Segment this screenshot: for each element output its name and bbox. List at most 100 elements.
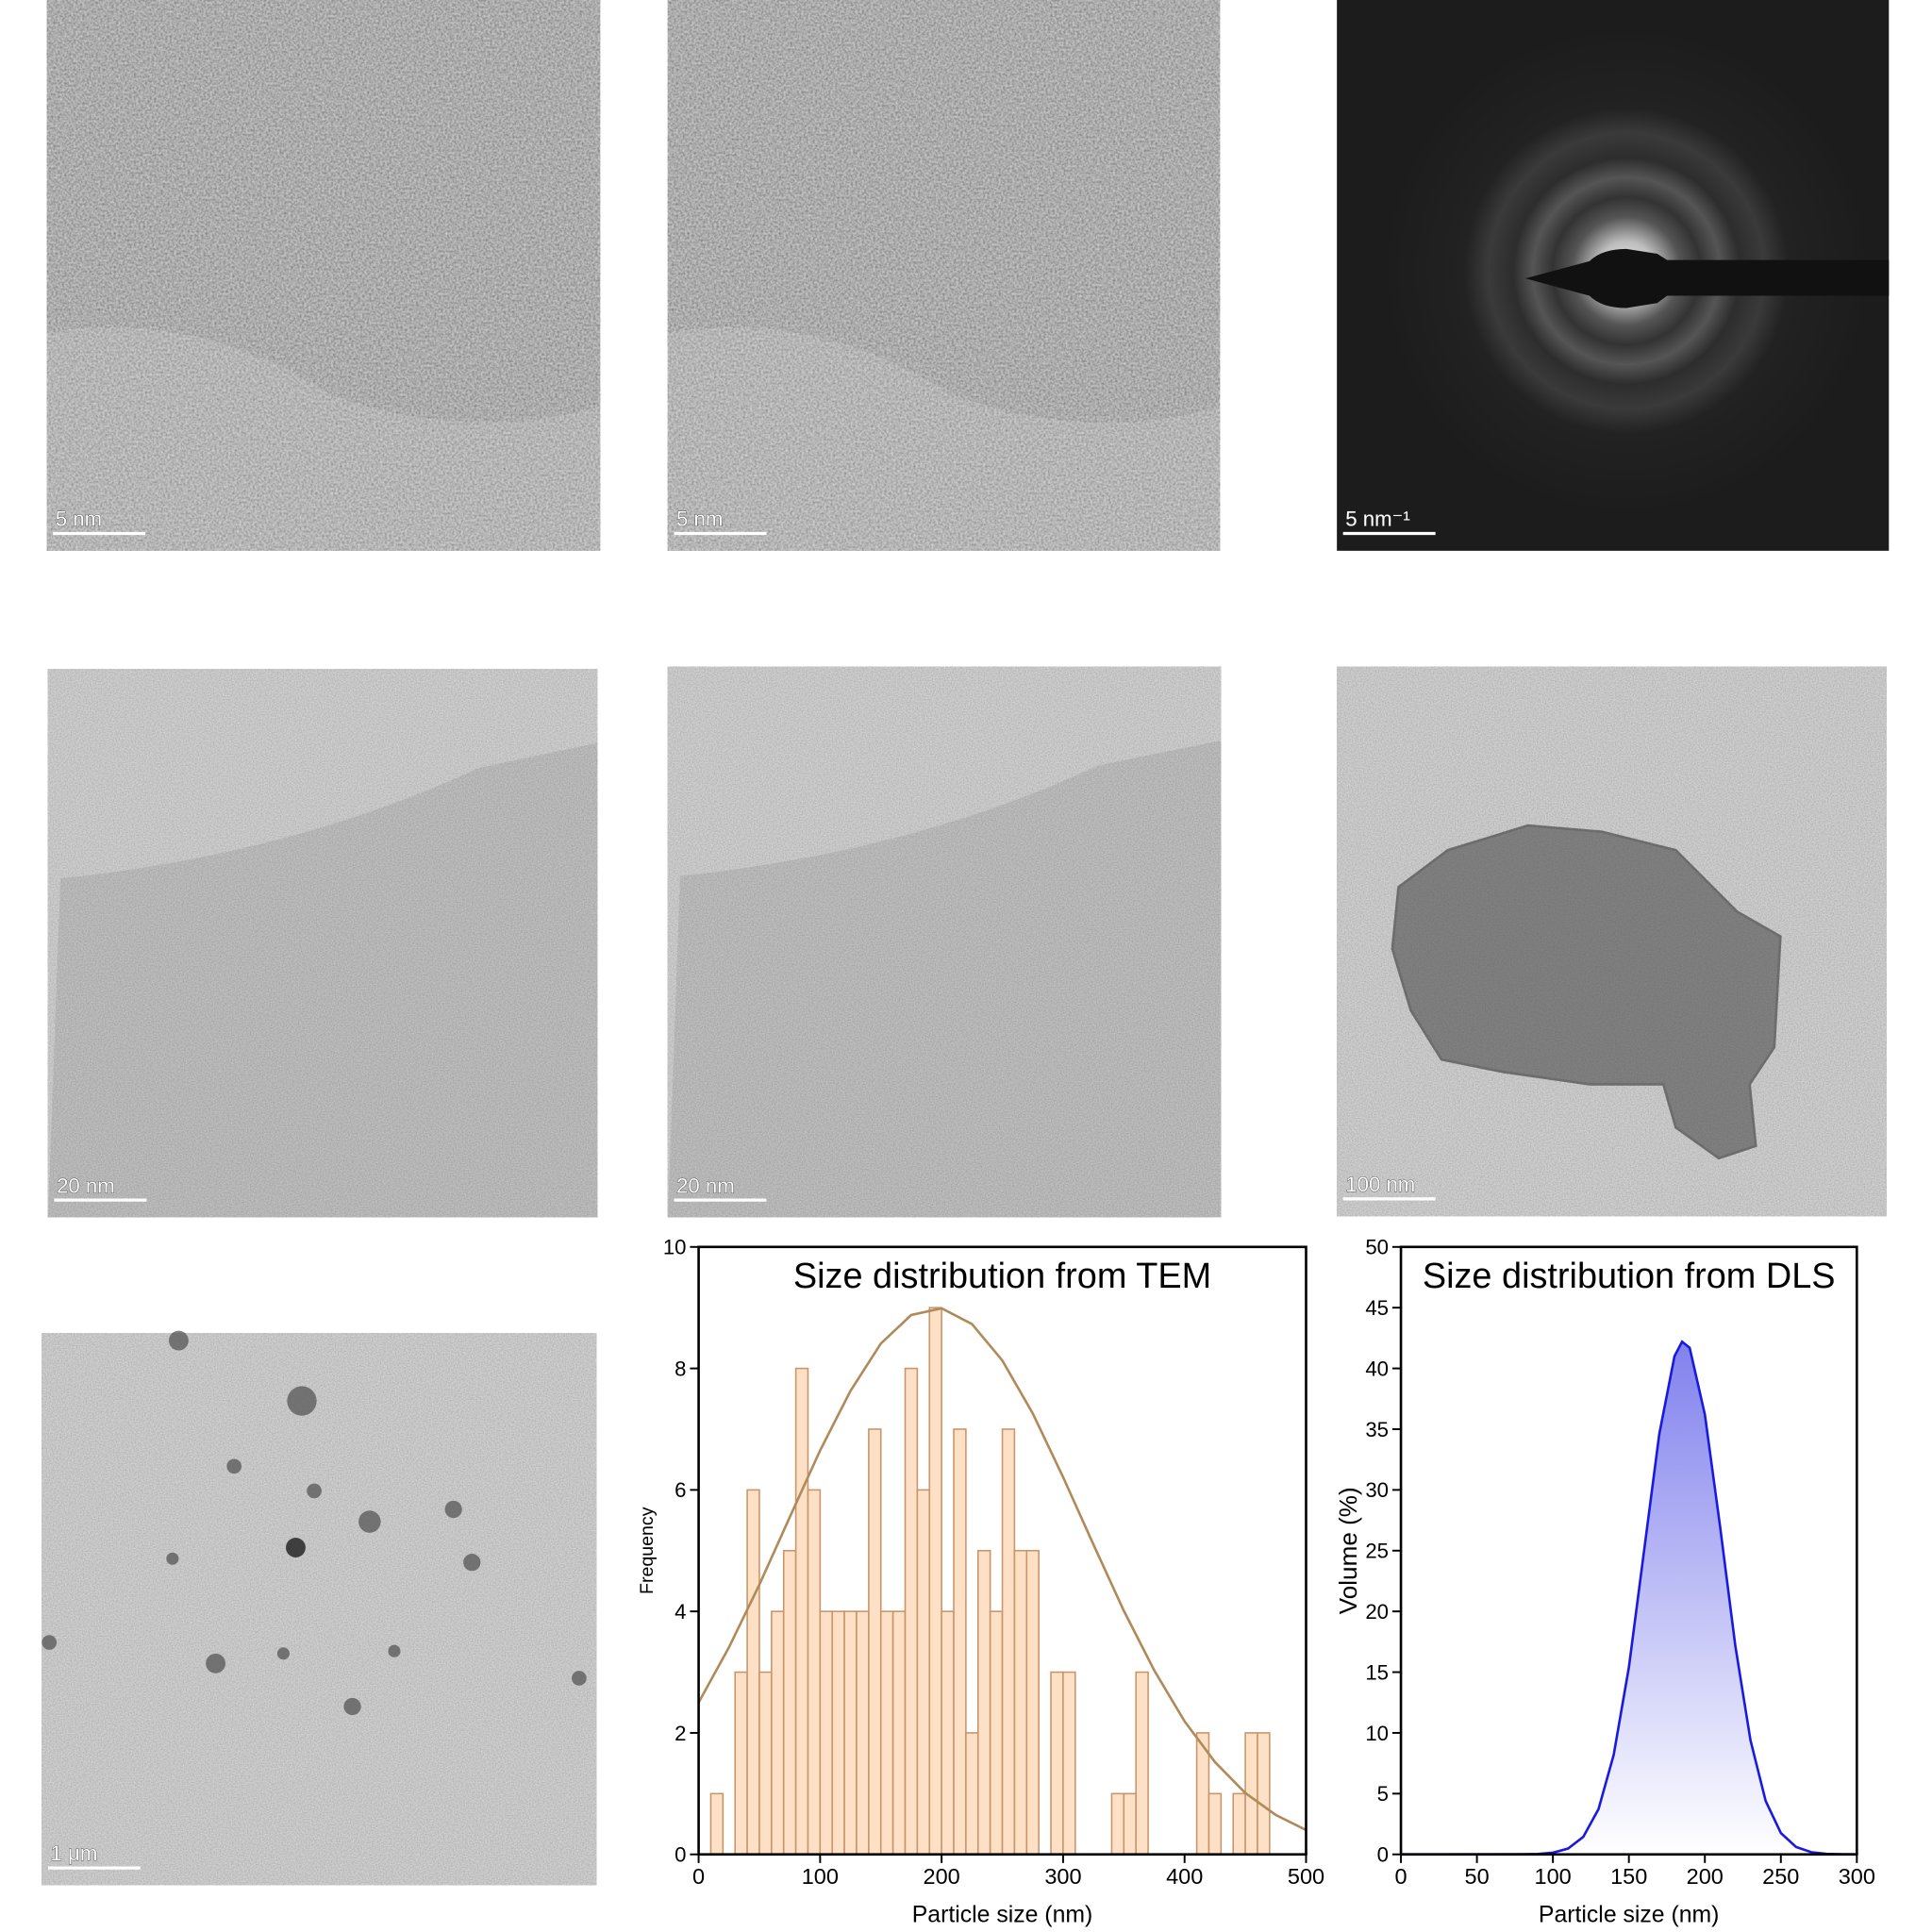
scale-bar-label: 20 nm — [676, 1174, 735, 1197]
y-tick-label: 15 — [1365, 1660, 1389, 1684]
y-tick-label: 30 — [1365, 1478, 1389, 1502]
particle — [166, 1552, 179, 1565]
micrograph: 5 nm — [667, 0, 1221, 551]
y-tick-label: 4 — [675, 1600, 686, 1624]
particle — [343, 1697, 361, 1716]
micrograph: 5 nm⁻¹ — [1337, 0, 1890, 551]
bar — [965, 1732, 979, 1856]
bar — [916, 1489, 931, 1856]
image-texture — [47, 669, 598, 1218]
x-tick-label: 200 — [924, 1864, 960, 1889]
fit-curve — [697, 1307, 1307, 1832]
image-texture — [667, 0, 1221, 551]
y-axis-label: Frequency — [637, 1507, 658, 1594]
image-texture — [42, 1333, 597, 1886]
y-tick-label: 25 — [1365, 1540, 1389, 1563]
bar — [831, 1610, 845, 1856]
bar — [758, 1671, 773, 1856]
y-tick-label: 0 — [675, 1843, 686, 1867]
x-tick-label: 500 — [1288, 1864, 1324, 1889]
y-tick-label: 10 — [663, 1236, 687, 1259]
bar — [1062, 1671, 1076, 1856]
scale-bar-label: 100 nm — [1345, 1173, 1415, 1196]
flake-edge — [47, 742, 598, 1218]
bar — [1013, 1549, 1028, 1856]
y-tick-label: 50 — [1365, 1236, 1389, 1259]
particle — [358, 1510, 381, 1533]
flake — [1391, 824, 1782, 1160]
x-tick-label: 100 — [802, 1864, 839, 1889]
y-tick-label: 8 — [675, 1357, 686, 1380]
bar — [953, 1428, 967, 1856]
particle — [286, 1538, 306, 1557]
y-tick-label: 35 — [1365, 1418, 1389, 1441]
bar — [856, 1610, 870, 1856]
plot-frame — [697, 1245, 1307, 1857]
bar — [941, 1610, 955, 1856]
micrograph: 5 nm — [46, 0, 601, 551]
bar — [1123, 1792, 1137, 1856]
particle — [572, 1671, 587, 1686]
bar — [1025, 1549, 1040, 1856]
y-tick-label: 0 — [1377, 1843, 1389, 1867]
particle — [206, 1653, 226, 1674]
chart: 0 50 100 150 200 250 300 0 5 10 15 20 25 30 35 40 45 50 Si… — [1334, 1236, 1875, 1928]
particle — [444, 1500, 462, 1519]
x-tick-label: 100 — [1535, 1864, 1572, 1889]
image-texture — [667, 666, 1222, 1218]
image-shade — [46, 0, 601, 551]
y-tick-label: 5 — [1377, 1782, 1389, 1806]
scale-bar-label: 5 nm — [56, 508, 102, 531]
y-tick-label: 40 — [1365, 1357, 1389, 1380]
particle — [388, 1644, 401, 1657]
support-film — [667, 326, 1221, 551]
particle — [307, 1483, 322, 1499]
bar — [734, 1671, 748, 1856]
x-tick-label: 0 — [692, 1864, 705, 1889]
y-tick-label: 6 — [675, 1478, 686, 1502]
y-axis-label: Volume (%) — [1334, 1487, 1362, 1614]
bar — [1110, 1792, 1125, 1856]
bar — [1135, 1671, 1149, 1856]
y-tick-label: 20 — [1365, 1600, 1389, 1624]
micrographs: 5 nm 5 nm 5 nm⁻¹ 20 nm 20 nm 100 nm 1 μm — [42, 0, 1890, 1886]
bar — [1257, 1732, 1271, 1856]
bar — [1208, 1792, 1223, 1856]
bar — [746, 1489, 760, 1856]
chart: 0 100 200 300 400 500 0 2 4 6 8 10 Size distribution… — [637, 1236, 1324, 1928]
bar — [989, 1610, 1004, 1856]
particle — [287, 1386, 317, 1416]
y-tick-label: 45 — [1365, 1296, 1389, 1320]
chart-title: Size distribution from TEM — [793, 1257, 1211, 1296]
x-tick-label: 200 — [1687, 1864, 1724, 1889]
image-shade — [667, 0, 1221, 551]
scale-bar-label: 5 nm⁻¹ — [1345, 508, 1409, 531]
scale-bar-label: 20 nm — [57, 1174, 115, 1197]
scale-bar-label: 5 nm — [676, 508, 723, 531]
chart-title: Size distribution from DLS — [1423, 1257, 1836, 1296]
bar — [904, 1367, 919, 1856]
bar — [771, 1610, 785, 1856]
image-texture — [46, 0, 601, 551]
bar — [843, 1610, 858, 1856]
scale-bar-label: 1 μm — [51, 1841, 98, 1865]
x-tick-label: 300 — [1839, 1864, 1875, 1889]
micrograph: 1 μm — [42, 1330, 597, 1886]
bar — [1050, 1671, 1064, 1856]
bar — [868, 1428, 882, 1856]
bar — [928, 1307, 942, 1856]
bar — [1232, 1792, 1246, 1856]
particle — [168, 1330, 189, 1351]
micrograph: 100 nm — [1337, 666, 1887, 1217]
flake-edge — [667, 740, 1222, 1218]
particle — [42, 1635, 58, 1650]
particle — [226, 1458, 242, 1474]
x-tick-label: 400 — [1166, 1864, 1203, 1889]
bar — [819, 1610, 834, 1856]
line — [1401, 1340, 1857, 1857]
y-tick-label: 2 — [675, 1722, 686, 1745]
bar — [1001, 1428, 1016, 1856]
x-tick-label: 150 — [1610, 1864, 1647, 1889]
